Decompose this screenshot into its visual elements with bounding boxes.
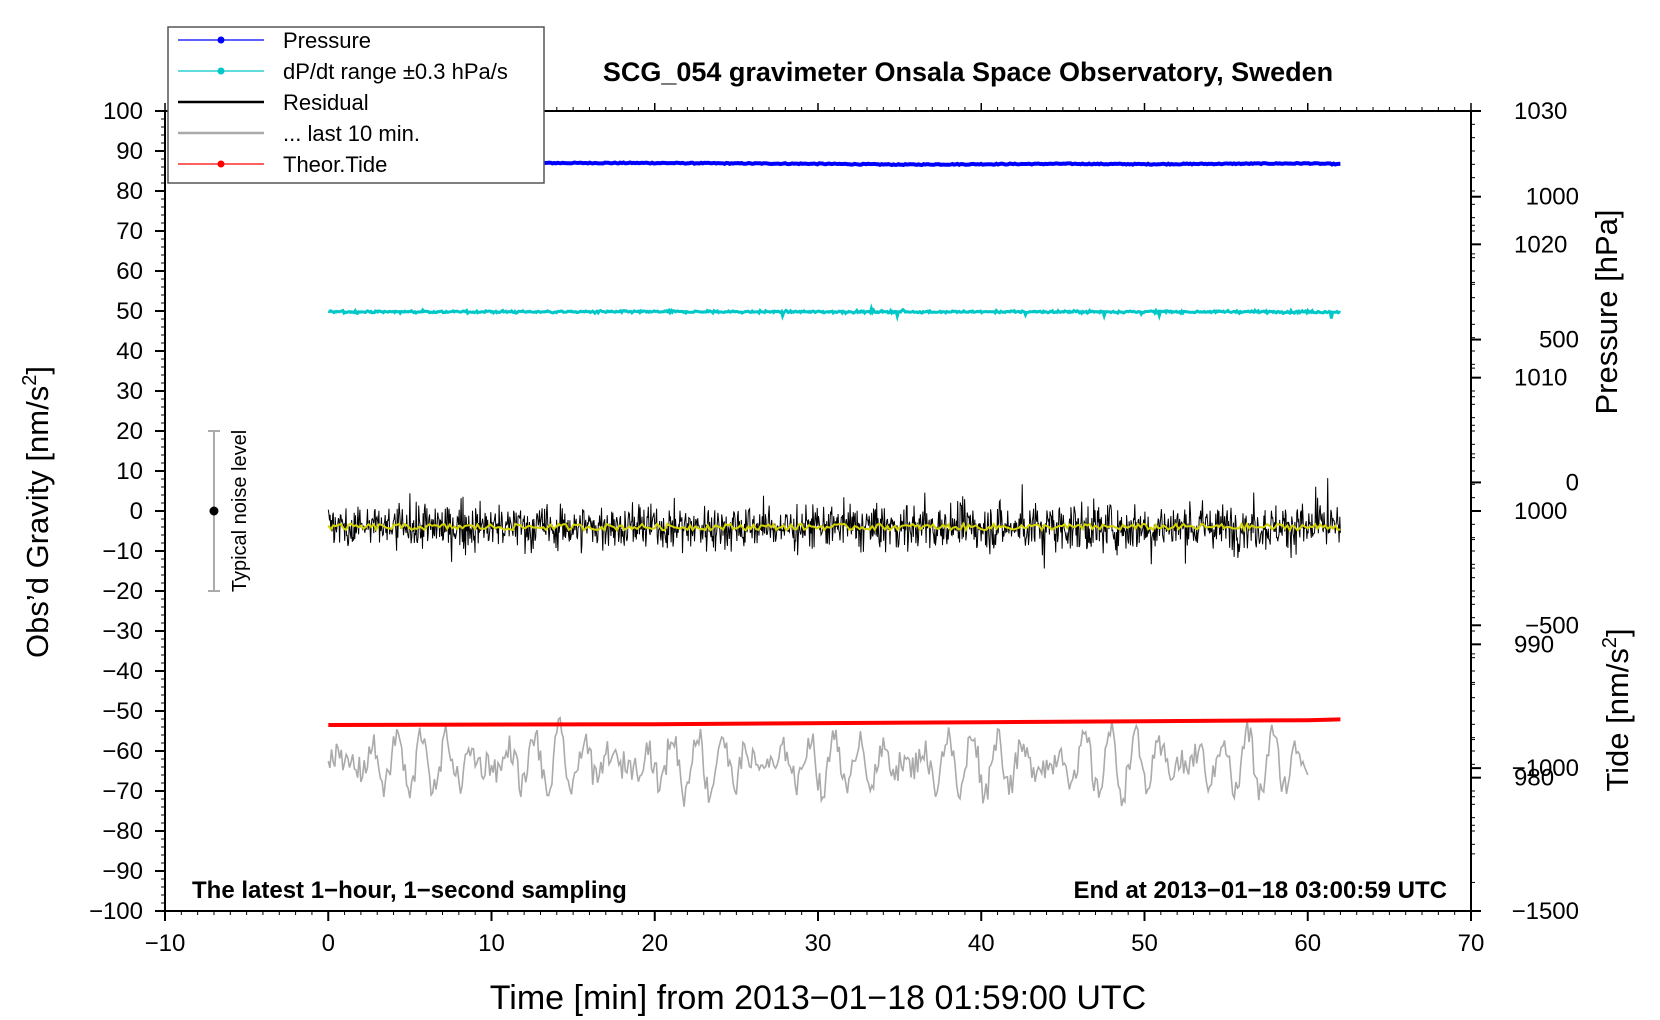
y-tick-label: −40 (102, 658, 143, 685)
y-tick-label: 20 (116, 418, 143, 445)
series-residual-smoothed-line (327, 521, 1341, 533)
tide-tick-label: 500 (1539, 327, 1579, 354)
y-tick-label: 90 (116, 138, 143, 165)
y-tick-label: 40 (116, 338, 143, 365)
pressure-tick-label: 1010 (1514, 365, 1567, 392)
series-layer (327, 160, 1341, 807)
x-tick-label: 60 (1294, 930, 1321, 957)
tide-tick-label: 0 (1566, 469, 1579, 496)
y-axis-label-left-sup: 2 (19, 375, 41, 386)
tide-tick-label: 1000 (1526, 184, 1579, 211)
x-tick-label: 30 (805, 930, 832, 957)
legend-label: Theor.Tide (283, 152, 387, 177)
tide-axis-label-end: ] (1600, 628, 1635, 637)
axis-ticks: −10 0 10 20 30 40 50 60 701009080706050403020100… (89, 98, 1579, 957)
y-tick-label: −100 (89, 898, 143, 925)
y-tick-label: 80 (116, 178, 143, 205)
legend-swatch-marker (217, 67, 225, 75)
tide-axis-label: Tide [nm/s2] (1599, 628, 1635, 791)
y-tick-label: 0 (130, 498, 143, 525)
y-tick-label: −80 (102, 818, 143, 845)
pressure-tick-label: 1030 (1514, 98, 1567, 125)
y-tick-label: −50 (102, 698, 143, 725)
y-tick-label: 10 (116, 458, 143, 485)
legend-swatch-marker (217, 160, 225, 168)
x-tick-label: 70 (1458, 930, 1485, 957)
pressure-tick-label: 980 (1514, 765, 1554, 792)
y-tick-label: 100 (103, 98, 143, 125)
x-tick-label: 0 (322, 930, 335, 957)
series-last10min-line (327, 716, 1309, 807)
y-tick-label: −90 (102, 858, 143, 885)
y-tick-label: −60 (102, 738, 143, 765)
legend-swatch-marker (217, 36, 225, 44)
tide-axis-label-text: Tide [nm/s (1600, 648, 1635, 792)
legend-label: Residual (283, 90, 369, 115)
y-tick-label: 60 (116, 258, 143, 285)
series-tide-line (328, 717, 1341, 727)
y-axis-label-left-text: Obs’d Gravity [nm/s (20, 386, 55, 658)
legend-box (167, 26, 545, 184)
annotation-right: End at 2013−01−18 03:00:59 UTC (1073, 877, 1447, 904)
series-residual-line (327, 478, 1341, 569)
y-tick-label: −20 (102, 578, 143, 605)
y-tick-label: −30 (102, 618, 143, 645)
legend-items: Pressure dP/dt range ±0.3 hPa/s Residual..… (178, 28, 508, 177)
y-axis-label-left: Obs’d Gravity [nm/s2] (19, 366, 55, 658)
y-tick-label: −10 (102, 538, 143, 565)
pressure-tick-label: 1000 (1514, 498, 1567, 525)
noise-dot (209, 506, 219, 516)
y-tick-label: −70 (102, 778, 143, 805)
noise-indicator: Typical noise level (207, 430, 251, 592)
y-tick-label: 30 (116, 378, 143, 405)
legend-label: Pressure (283, 28, 371, 53)
tide-axis-label-sup: 2 (1599, 637, 1621, 648)
series-dpdt-line (327, 303, 1341, 322)
tide-tick-label: −1500 (1512, 898, 1579, 925)
annotation-left: The latest 1−hour, 1−second sampling (192, 877, 627, 904)
legend: Pressure dP/dt range ±0.3 hPa/s Residual..… (167, 26, 545, 184)
tide-tick-label: −500 (1525, 612, 1579, 639)
noise-label: Typical noise level (229, 430, 251, 592)
x-tick-label: 50 (1131, 930, 1158, 957)
x-tick-label: 10 (478, 930, 505, 957)
pressure-axis-label: Pressure [hPa] (1589, 209, 1624, 414)
x-axis-label: Time [min] from 2013−01−18 01:59:00 UTC (490, 979, 1146, 1017)
legend-label: dP/dt range ±0.3 hPa/s (283, 59, 508, 84)
tide-tick-label: −1000 (1512, 755, 1579, 782)
legend-label: ... last 10 min. (283, 121, 420, 146)
pressure-tick-label: 990 (1514, 631, 1554, 658)
x-tick-label: −10 (145, 930, 186, 957)
y-axis-label-left-end: ] (20, 366, 55, 375)
x-tick-label: 20 (641, 930, 668, 957)
chart-title: SCG_054 gravimeter Onsala Space Observat… (603, 57, 1333, 87)
plot-frame (164, 110, 1472, 912)
y-tick-label: 70 (116, 218, 143, 245)
x-tick-label: 40 (968, 930, 995, 957)
y-tick-label: 50 (116, 298, 143, 325)
pressure-tick-label: 1020 (1514, 231, 1567, 258)
